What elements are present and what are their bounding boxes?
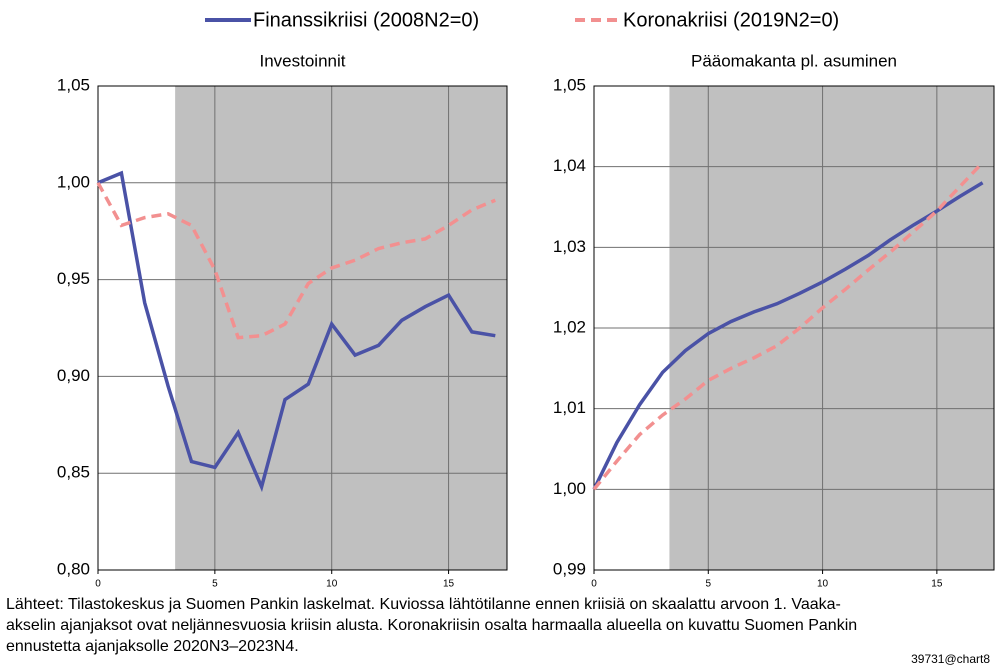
y-tick-label: 0,85 [57,463,90,482]
y-tick-label: 1,05 [57,75,90,94]
y-tick-label: 1,02 [553,317,586,336]
x-tick-label: 15 [443,579,455,590]
y-tick-label: 1,01 [553,398,586,417]
plot-frame [97,85,508,571]
series-line [592,161,984,491]
legend-label: Finanssikriisi (2008N2=0) [253,9,479,31]
x-tick-label: 5 [706,579,712,590]
legend-label: Koronakriisi (2019N2=0) [623,9,839,31]
y-tick-label: 0,80 [57,559,90,578]
panel-title: Investoinnit [260,51,346,70]
footnote: Lähteet: Tilastokeskus ja Suomen Pankin … [6,596,841,613]
forecast-shade [175,86,507,570]
footnote: akselin ajanjaksot ovat neljännesvuosia … [6,617,857,634]
x-tick-label: 5 [212,579,218,590]
footnote: ennustetta ajanjaksolle 2020N3–2023N4. [6,638,299,655]
y-tick-label: 0,95 [57,269,90,288]
x-tick-label: 15 [931,579,943,590]
series-line [97,170,496,493]
y-tick-label: 0,90 [57,366,90,385]
y-tick-label: 1,03 [553,237,586,256]
x-tick-label: 10 [817,579,829,590]
y-tick-label: 1,04 [553,156,586,175]
panel-title: Pääomakanta pl. asuminen [691,51,897,70]
y-tick-label: 1,00 [57,172,90,191]
x-tick-label: 0 [591,579,597,590]
series-line [592,181,984,491]
y-tick-label: 0,99 [553,559,586,578]
chart-id: 39731@chart8 [911,652,990,666]
y-tick-label: 1,00 [553,479,586,498]
plot-frame [593,85,995,571]
y-tick-label: 1,05 [553,75,586,94]
x-tick-label: 0 [95,579,101,590]
x-tick-label: 10 [326,579,338,590]
series-line [96,181,496,340]
